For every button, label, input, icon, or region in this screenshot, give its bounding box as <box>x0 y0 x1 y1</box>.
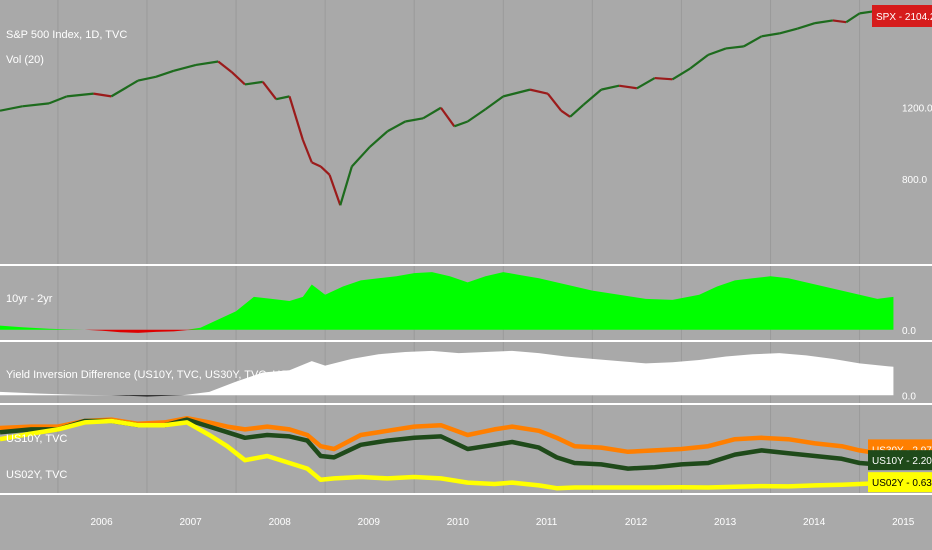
spx-segment <box>386 120 406 133</box>
inversion-pane[interactable]: Yield Inversion Difference (US10Y, TVC, … <box>0 350 916 402</box>
spx-segment <box>601 84 620 91</box>
yield-series <box>0 415 895 491</box>
spread-title: 10yr - 2yr <box>6 293 53 305</box>
spx-segment <box>368 130 389 148</box>
spread-pane[interactable]: 10yr - 2yr 0.0 <box>0 272 916 337</box>
spx-segment <box>453 120 469 128</box>
us30y-line <box>0 415 894 456</box>
spx-segment <box>173 63 197 72</box>
spx-segment <box>761 32 780 38</box>
spx-segment <box>195 60 219 67</box>
us02y-value-text: US02Y - 0.632 <box>872 478 932 489</box>
spx-segment <box>288 96 304 141</box>
spx-segment <box>832 19 847 24</box>
inversion-negative-area <box>0 395 894 397</box>
inversion-y-axis[interactable]: 0.0 <box>902 391 916 402</box>
spx-pane[interactable]: S&P 500 Index, 1D, TVC Vol (20) 1200.0 80… <box>0 5 932 206</box>
spx-segment <box>582 88 602 106</box>
spx-title: S&P 500 Index, 1D, TVC <box>6 29 127 41</box>
spx-segment <box>217 60 233 73</box>
x-tick-label: 2010 <box>447 517 470 528</box>
time-axis[interactable]: 2006 2007 2008 2009 2010 2011 2012 2013 2014 2015 <box>90 517 914 528</box>
spx-segment <box>328 174 342 206</box>
spx-segment <box>422 106 442 120</box>
spx-segment <box>22 102 50 108</box>
spx-segment <box>654 76 673 81</box>
spread-positive-area <box>0 272 894 330</box>
spread-negative-area <box>0 329 894 333</box>
spx-segment <box>0 105 23 112</box>
spx-segment <box>569 104 585 118</box>
spx-segment <box>66 92 94 98</box>
spx-segment <box>546 92 563 112</box>
spx-y-axis[interactable]: 1200.0 800.0 <box>902 104 932 186</box>
y-tick-label: 0.0 <box>902 391 916 402</box>
inversion-positive-area <box>0 350 894 396</box>
us10y-value-text: US10Y - 2.204 <box>872 456 932 467</box>
x-tick-label: 2013 <box>714 517 737 528</box>
spx-segment <box>636 77 656 90</box>
spx-segment <box>560 109 571 118</box>
y-tick-label: 1200.0 <box>902 104 932 115</box>
yields-pane[interactable]: US10Y, TVC US02Y, TVC US30Y - 2.972US10Y… <box>0 415 932 493</box>
x-tick-label: 2008 <box>269 517 292 528</box>
spx-segment <box>319 165 331 176</box>
spx-segment <box>467 108 487 123</box>
us02y-value-tag <box>868 472 932 493</box>
spx-segment <box>743 35 763 48</box>
spx-last-value-text: SPX - 2104.2 <box>876 12 932 23</box>
spx-series <box>0 7 894 206</box>
spx-segment <box>261 81 278 100</box>
spx-segment <box>301 139 313 163</box>
spx-segment <box>244 80 263 86</box>
spx-segment <box>93 92 112 98</box>
volume-indicator-label: Vol (20) <box>6 54 44 66</box>
spx-segment <box>137 75 157 82</box>
spx-segment <box>814 19 834 25</box>
y-tick-label: 800.0 <box>902 175 927 186</box>
spx-segment <box>155 69 175 78</box>
y-tick-label: 0.0 <box>902 326 916 337</box>
x-tick-label: 2011 <box>536 517 558 528</box>
spx-segment <box>405 117 424 123</box>
spx-segment <box>339 166 353 206</box>
spx-segment <box>529 88 549 95</box>
spx-last-value-tag <box>872 5 932 27</box>
spx-segment <box>503 88 531 98</box>
x-tick-label: 2015 <box>892 517 915 528</box>
spread-y-axis[interactable]: 0.0 <box>902 326 916 337</box>
spx-segment <box>110 79 139 98</box>
us02y-line <box>0 418 894 491</box>
grid-lines <box>57 0 861 494</box>
spx-segment <box>779 27 798 35</box>
x-tick-label: 2007 <box>180 517 203 528</box>
spx-segment <box>484 95 504 111</box>
spx-segment <box>230 71 246 86</box>
spx-segment <box>311 161 322 168</box>
spx-segment <box>796 22 816 30</box>
us10y-label: US10Y, TVC <box>6 433 67 445</box>
spx-segment <box>845 12 861 24</box>
x-tick-label: 2009 <box>358 517 381 528</box>
spx-segment <box>725 45 744 50</box>
us02y-label: US02Y, TVC <box>6 469 67 481</box>
spx-segment <box>48 95 68 105</box>
inversion-title: Yield Inversion Difference (US10Y, TVC, … <box>6 369 334 381</box>
us10y-value-tag <box>868 450 932 471</box>
x-tick-label: 2014 <box>803 517 826 528</box>
spx-segment <box>707 47 727 56</box>
spx-segment <box>351 146 371 168</box>
x-tick-label: 2012 <box>625 517 648 528</box>
spread-series <box>0 272 894 333</box>
spx-segment <box>689 53 709 70</box>
inversion-series <box>0 350 894 397</box>
spx-segment <box>440 107 456 127</box>
spx-segment <box>618 84 638 90</box>
x-tick-label: 2006 <box>90 517 113 528</box>
spx-segment <box>275 95 290 101</box>
spx-segment <box>671 67 691 81</box>
